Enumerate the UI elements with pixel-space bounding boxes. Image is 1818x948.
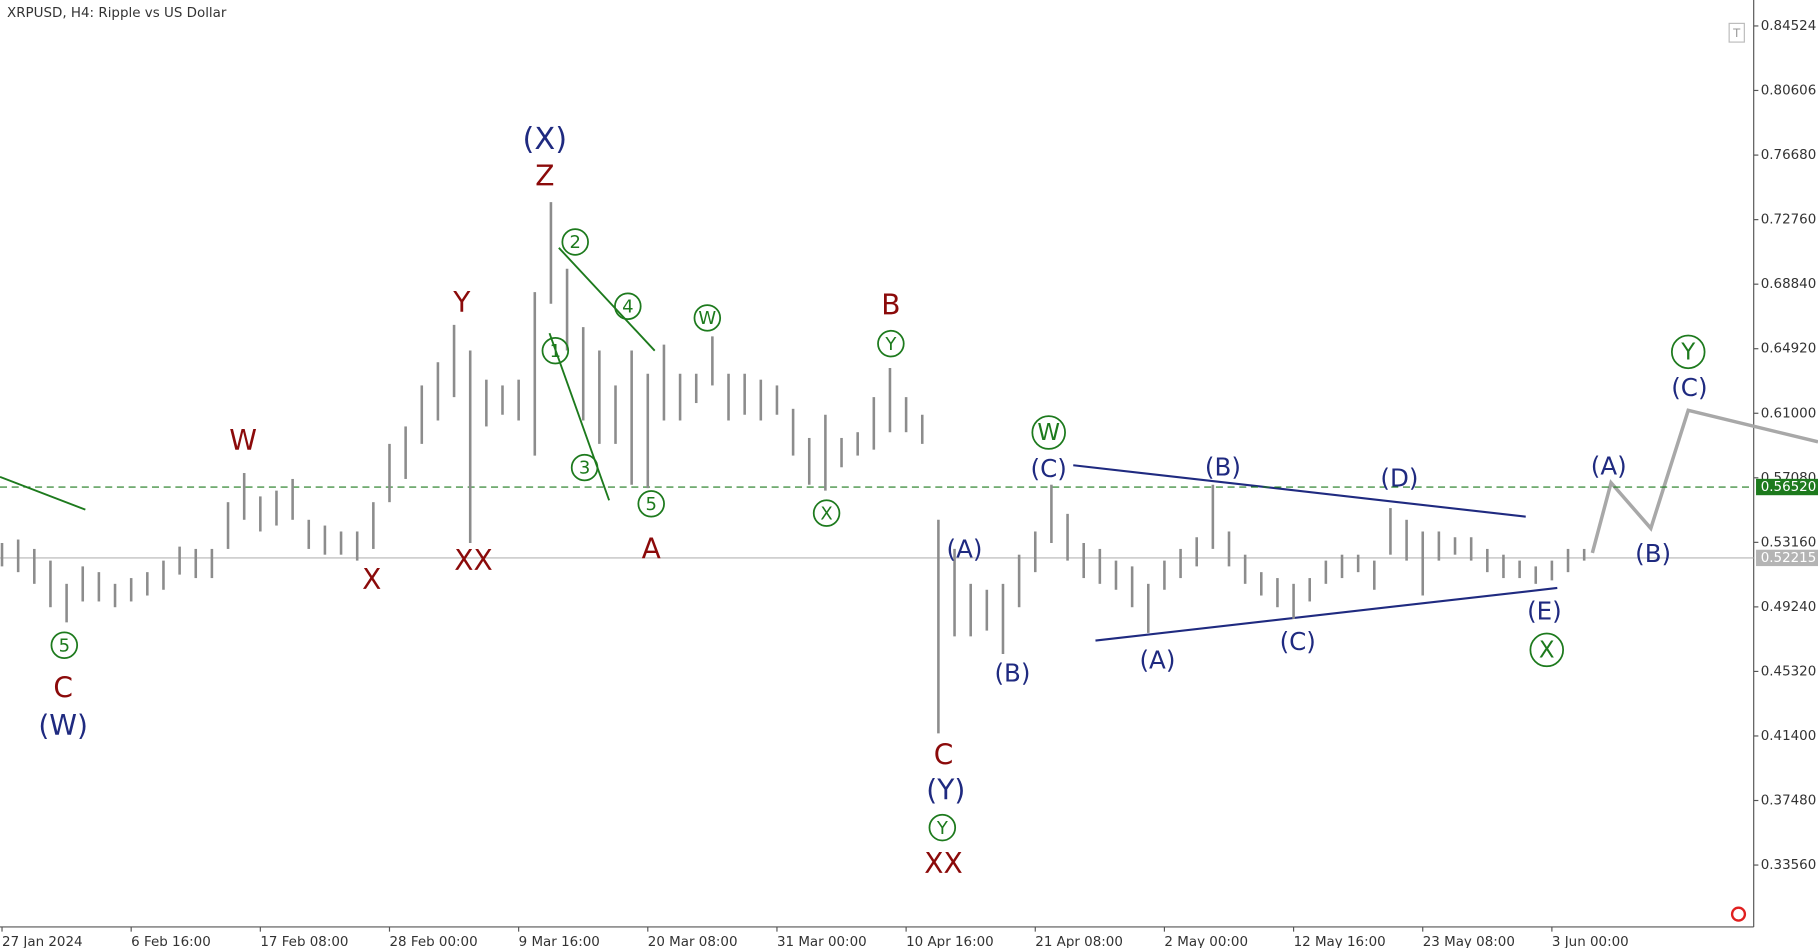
annotation-circle (1031, 415, 1066, 450)
wave-label: (A) (1591, 452, 1627, 481)
x-tick-label: 2 May 00:00 (1164, 935, 1248, 948)
wave-label: (A) (947, 535, 983, 564)
wave-label: Y (936, 818, 949, 839)
annotation-circle (693, 304, 722, 332)
y-tick-label: 0.49240 (1761, 600, 1817, 615)
x-tick-label: 12 May 16:00 (1294, 935, 1386, 948)
annotation-circle (50, 631, 79, 659)
price-level-label: 0.56520 (1761, 480, 1817, 495)
annotation-circle (1529, 632, 1565, 668)
wave-label: C (53, 672, 73, 705)
wave-label: 4 (622, 296, 633, 317)
triangle-line (1095, 586, 1558, 642)
x-tick-label: 17 Feb 08:00 (260, 935, 348, 948)
wave-label: (A) (1139, 646, 1175, 675)
wave-label: 5 (645, 494, 656, 515)
annotation-circle (812, 499, 841, 527)
y-tick-label: 0.68840 (1761, 277, 1817, 292)
price-level-label: 0.52215 (1761, 551, 1817, 566)
wave-label: A (642, 533, 661, 566)
trendline (558, 247, 656, 352)
annotation-circle (541, 336, 570, 365)
trade-icon[interactable] (1728, 22, 1745, 43)
wave-label: 3 (579, 458, 590, 479)
y-tick-label: 0.41400 (1761, 729, 1817, 744)
y-tick-label: 0.33560 (1761, 858, 1817, 873)
projection-path (1590, 408, 1818, 554)
price-level-box (1756, 478, 1818, 496)
x-tick-label: 31 Mar 00:00 (777, 935, 867, 948)
wave-label: W (229, 424, 257, 457)
triangle-line (1073, 464, 1526, 518)
wave-label: C (934, 738, 954, 771)
wave-label: (C) (1671, 373, 1707, 402)
trade-icon-glyph: T (1732, 26, 1741, 40)
x-tick-label: 9 Mar 16:00 (519, 935, 600, 948)
wave-label: (W) (38, 709, 88, 742)
annotation-circle (637, 490, 665, 518)
wave-label: (B) (994, 658, 1030, 687)
wave-label: (Y) (926, 773, 965, 806)
wave-label: 5 (59, 635, 70, 656)
wave-label: 1 (550, 341, 561, 362)
x-tick-label: 3 Jun 00:00 (1552, 935, 1629, 948)
y-tick-label: 0.76680 (1761, 148, 1817, 163)
y-tick-label: 0.61000 (1761, 406, 1817, 421)
x-tick-label: 21 Apr 08:00 (1035, 935, 1123, 948)
close-icon-glyph (1730, 906, 1747, 922)
wave-label: W (698, 308, 716, 329)
y-tick-label: 0.72760 (1761, 213, 1817, 228)
y-tick-label: 0.64920 (1761, 342, 1817, 357)
trendlines (0, 247, 1818, 642)
trendline (548, 332, 610, 501)
x-tick-label: 20 Mar 08:00 (648, 935, 738, 948)
y-tick-label: 0.80606 (1761, 83, 1817, 98)
wave-label: (B) (1205, 453, 1241, 482)
x-tick-label: 23 May 08:00 (1423, 935, 1515, 948)
y-tick-label: 0.53160 (1761, 535, 1817, 550)
chart-title: XRPUSD, H4: Ripple vs US Dollar (7, 6, 227, 21)
wave-label: (B) (1635, 539, 1671, 568)
wave-label: XX (454, 544, 492, 577)
y-tick-label: 0.37480 (1761, 794, 1817, 809)
wave-label: Y (884, 334, 897, 355)
wave-label: (D) (1380, 463, 1418, 492)
wave-label: X (362, 563, 381, 596)
annotation-circle (1670, 334, 1706, 370)
wave-label: 2 (569, 232, 580, 253)
wave-label: Y (452, 286, 471, 319)
wave-label: (E) (1527, 597, 1562, 626)
annotation-circle (877, 329, 905, 358)
trendline (0, 476, 86, 511)
x-tick-label: 27 Jan 2024 (2, 935, 83, 948)
y-tick-label: 0.45320 (1761, 664, 1817, 679)
annotation-circle (928, 813, 957, 842)
annotation-circle (614, 292, 642, 320)
wave-label: XX (924, 847, 962, 880)
price-level-box (1756, 549, 1818, 567)
annotation-circle (570, 453, 599, 482)
wave-label: Y (1680, 340, 1696, 366)
wave-label: (C) (1280, 627, 1316, 656)
x-tick-label: 10 Apr 16:00 (906, 935, 994, 948)
wave-label: X (1539, 638, 1555, 664)
x-tick-label: 28 Feb 00:00 (389, 935, 477, 948)
annotation-circle (561, 228, 589, 256)
wave-label: Z (535, 160, 554, 193)
wave-label: (C) (1031, 454, 1067, 483)
wave-label: X (820, 503, 832, 524)
x-tick-label: 6 Feb 16:00 (131, 935, 211, 948)
y-tick-label: 0.84524 (1761, 19, 1817, 34)
wave-label: (X) (523, 122, 568, 157)
wave-label: W (1037, 420, 1060, 446)
wave-label: B (881, 288, 900, 321)
